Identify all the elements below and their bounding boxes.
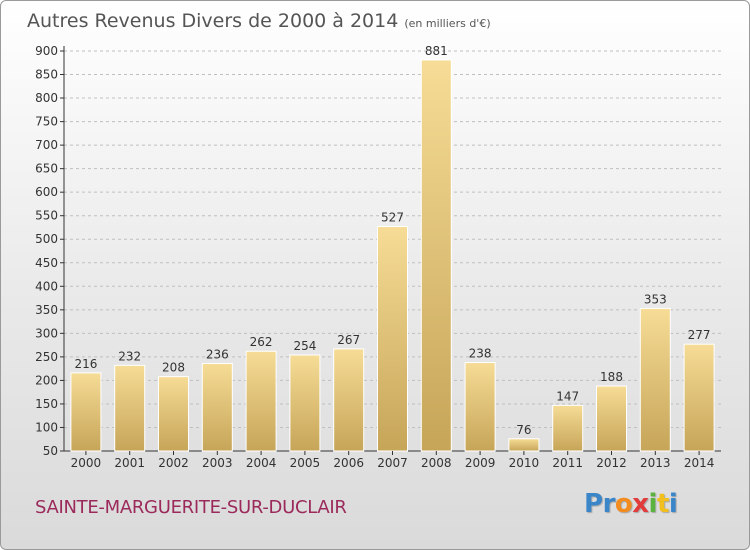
y-tick-label: 350: [35, 303, 58, 317]
x-tick-label-2010: 2010: [509, 456, 540, 470]
logo-letter: x: [632, 489, 649, 519]
data-label-2014: 277: [688, 328, 711, 342]
x-tick-label-2011: 2011: [552, 456, 583, 470]
proxiti-logo: Proxiti: [584, 489, 678, 519]
x-tick-label-2000: 2000: [71, 456, 102, 470]
chart-unit: (en milliers d'€): [404, 17, 491, 30]
y-tick-label: 550: [35, 209, 58, 223]
x-tick-label-2004: 2004: [246, 456, 277, 470]
bar-2004: [245, 350, 277, 452]
data-label-2009: 238: [469, 347, 492, 361]
logo-letter: i: [648, 489, 658, 519]
y-tick-label: 400: [35, 279, 58, 293]
data-label-2004: 262: [250, 335, 273, 349]
y-tick-label: 100: [35, 420, 58, 434]
x-tick-label-2006: 2006: [333, 456, 364, 470]
y-tick-label: 150: [35, 397, 58, 411]
data-label-2001: 232: [118, 349, 141, 363]
y-tick-label: 650: [35, 162, 58, 176]
x-tick-label-2002: 2002: [158, 456, 189, 470]
x-tick-label-2001: 2001: [114, 456, 145, 470]
x-tick-label-2008: 2008: [421, 456, 452, 470]
y-tick-label: 600: [35, 185, 58, 199]
bar-2012: [596, 385, 627, 452]
x-tick-label-2009: 2009: [465, 456, 496, 470]
y-tick-label: 900: [35, 44, 58, 58]
bar-2001: [114, 364, 146, 452]
bar-2007: [377, 226, 408, 452]
bar-2006: [333, 348, 365, 452]
y-tick-label: 450: [35, 256, 58, 270]
x-tick-label-2007: 2007: [377, 456, 408, 470]
chart-title: Autres Revenus Divers de 2000 à 2014 (en …: [27, 10, 491, 32]
x-tick-label-2003: 2003: [202, 456, 233, 470]
data-label-2013: 353: [644, 292, 667, 306]
data-label-2000: 216: [74, 357, 97, 371]
logo-letter: r: [602, 489, 616, 519]
y-tick-label: 850: [35, 68, 58, 82]
y-tick-label: 700: [35, 138, 58, 152]
bar-2011: [552, 404, 584, 452]
y-tick-label: 500: [35, 232, 58, 246]
bar-2008: [420, 59, 452, 452]
bar-2005: [289, 354, 321, 452]
bar-2013: [639, 307, 671, 452]
bar-2003: [201, 362, 233, 452]
bar-2002: [158, 376, 189, 452]
y-tick-label: 800: [35, 91, 58, 105]
logo-letter: i: [668, 489, 678, 519]
x-tick-label-2012: 2012: [596, 456, 627, 470]
x-tick-label-2005: 2005: [290, 456, 321, 470]
data-label-2011: 147: [556, 389, 579, 403]
y-tick-label: 750: [35, 115, 58, 129]
logo-letter: P: [584, 489, 603, 519]
bar-2009: [464, 362, 496, 452]
y-tick-label: 300: [35, 326, 58, 340]
data-label-2007: 527: [381, 211, 404, 225]
data-label-2010: 76: [516, 423, 531, 437]
data-label-2005: 254: [293, 339, 316, 353]
logo-letter: o: [614, 489, 633, 519]
bar-2014: [683, 343, 715, 452]
y-tick-label: 200: [35, 373, 58, 387]
data-label-2012: 188: [600, 370, 623, 384]
data-label-2002: 208: [162, 361, 185, 375]
data-label-2008: 881: [425, 44, 448, 58]
y-tick-label: 250: [35, 350, 58, 364]
x-tick-label-2013: 2013: [640, 456, 671, 470]
data-label-2006: 267: [337, 333, 360, 347]
data-label-2003: 236: [206, 347, 229, 361]
logo-letter: t: [656, 489, 669, 519]
chart-title-text: Autres Revenus Divers de 2000 à 2014: [27, 10, 399, 32]
bar-2010: [508, 438, 540, 452]
bar-2000: [70, 372, 102, 452]
x-tick-label-2014: 2014: [684, 456, 715, 470]
commune-name: SAINTE-MARGUERITE-SUR-DUCLAIR: [35, 497, 347, 518]
y-tick-label: 50: [43, 444, 58, 458]
